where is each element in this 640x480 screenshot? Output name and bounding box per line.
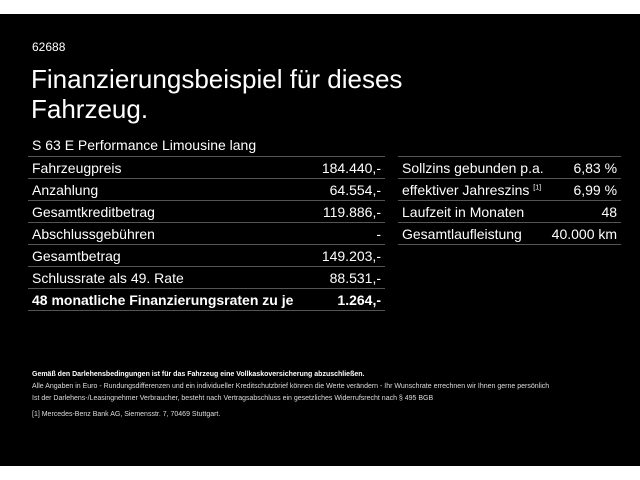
row-label: Sollzins gebunden p.a. [398, 156, 548, 179]
row-label: Gesamtbetrag [28, 244, 314, 267]
footnote: [1] Mercedes-Benz Bank AG, Siemensstr. 7… [32, 411, 221, 418]
row-label: Schlussrate als 49. Rate [28, 266, 314, 289]
table-row: Gesamtkreditbetrag 119.886,- [28, 200, 385, 223]
page-title: Finanzierungsbeispiel für dieses Fahrzeu… [31, 64, 403, 124]
row-value: 184.440,- [313, 156, 385, 179]
row-label: Gesamtkreditbetrag [28, 200, 314, 223]
row-label: effektiver Jahreszins [1] [398, 178, 548, 201]
table-row: Gesamtbetrag 149.203,- [28, 244, 385, 267]
table-row: Abschlussgebühren - [28, 222, 385, 245]
monthly-rate-row: 48 monatliche Finanzierungsraten zu je 1.… [28, 288, 385, 311]
offer-id: 62688 [32, 40, 66, 54]
row-label: Gesamtlaufleistung [398, 222, 548, 245]
table-row: Sollzins gebunden p.a. 6,83 % [398, 156, 622, 179]
row-value: 149.203,- [313, 244, 385, 267]
row-label: Fahrzeugpreis [28, 156, 314, 179]
row-value: 40.000 km [547, 222, 622, 245]
row-value: 64.554,- [313, 178, 385, 201]
interest-table: Sollzins gebunden p.a. 6,83 % effektiver … [398, 156, 622, 245]
row-value: - [313, 222, 385, 245]
table-row: Gesamtlaufleistung 40.000 km [398, 222, 622, 245]
table-row: Anzahlung 64.554,- [28, 178, 385, 201]
table-row: Fahrzeugpreis 184.440,- [28, 156, 385, 179]
disclaimer-line: Ist der Darlehens-/Leasingnehmer Verbrau… [32, 395, 434, 402]
row-value: 6,83 % [547, 156, 622, 179]
row-value: 1.264,- [313, 288, 385, 311]
legal-notes: Gemäß den Darlehensbedingungen ist für d… [32, 369, 549, 421]
row-value: 48 [547, 200, 622, 223]
table-row: Schlussrate als 49. Rate 88.531,- [28, 266, 385, 289]
disclaimer-line: Alle Angaben in Euro - Rundungsdifferenz… [32, 383, 550, 390]
row-label: Abschlussgebühren [28, 222, 314, 245]
insurance-note: Gemäß den Darlehensbedingungen ist für d… [32, 371, 365, 378]
footnote-ref: [1] [533, 183, 542, 191]
row-label: Laufzeit in Monaten [398, 200, 548, 223]
row-value: 88.531,- [313, 266, 385, 289]
row-label: 48 monatliche Finanzierungsraten zu je [28, 288, 314, 311]
table-row: Laufzeit in Monaten 48 [398, 200, 622, 223]
financing-table: Fahrzeugpreis 184.440,- Anzahlung 64.554,-… [28, 156, 385, 311]
financing-panel: 62688 Finanzierungsbeispiel für dieses F… [0, 14, 640, 466]
row-value: 119.886,- [313, 200, 385, 223]
model-name: S 63 E Performance Limousine lang [32, 137, 257, 153]
row-label: Anzahlung [28, 178, 314, 201]
table-row: effektiver Jahreszins [1] 6,99 % [398, 178, 622, 201]
row-value: 6,99 % [547, 178, 622, 201]
